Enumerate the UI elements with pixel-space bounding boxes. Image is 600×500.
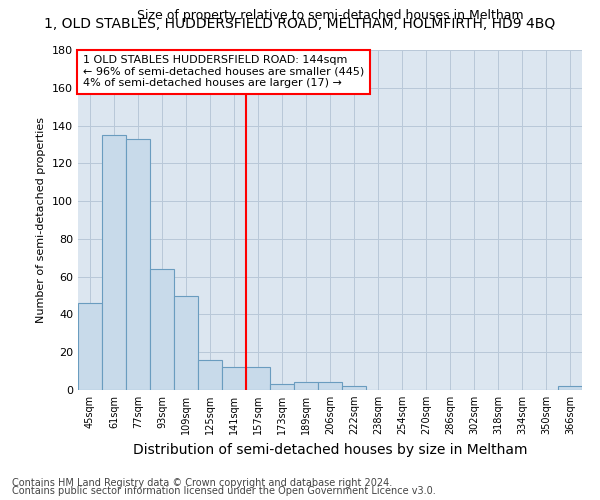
Bar (198, 360, 222, 390)
Y-axis label: Number of semi-detached properties: Number of semi-detached properties (37, 117, 46, 323)
Text: 1, OLD STABLES, HUDDERSFIELD ROAD, MELTHAM, HOLMFIRTH, HD9 4BQ: 1, OLD STABLES, HUDDERSFIELD ROAD, MELTH… (44, 18, 556, 32)
Bar (222, 368, 246, 390)
Bar (126, 139, 150, 390)
Bar (558, 386, 582, 390)
Bar (78, 303, 102, 390)
Bar (150, 269, 174, 390)
Title: Size of property relative to semi-detached houses in Meltham: Size of property relative to semi-detach… (137, 10, 523, 22)
Bar (342, 386, 366, 390)
Bar (294, 382, 318, 390)
Text: Contains public sector information licensed under the Open Government Licence v3: Contains public sector information licen… (12, 486, 436, 496)
Text: 1 OLD STABLES HUDDERSFIELD ROAD: 144sqm
← 96% of semi-detached houses are smalle: 1 OLD STABLES HUDDERSFIELD ROAD: 144sqm … (83, 55, 364, 88)
Bar (174, 296, 198, 390)
Bar (246, 368, 270, 390)
Bar (318, 382, 342, 390)
Bar (270, 384, 294, 390)
Bar (102, 135, 126, 390)
Text: Contains HM Land Registry data © Crown copyright and database right 2024.: Contains HM Land Registry data © Crown c… (12, 478, 392, 488)
X-axis label: Distribution of semi-detached houses by size in Meltham: Distribution of semi-detached houses by … (133, 442, 527, 456)
